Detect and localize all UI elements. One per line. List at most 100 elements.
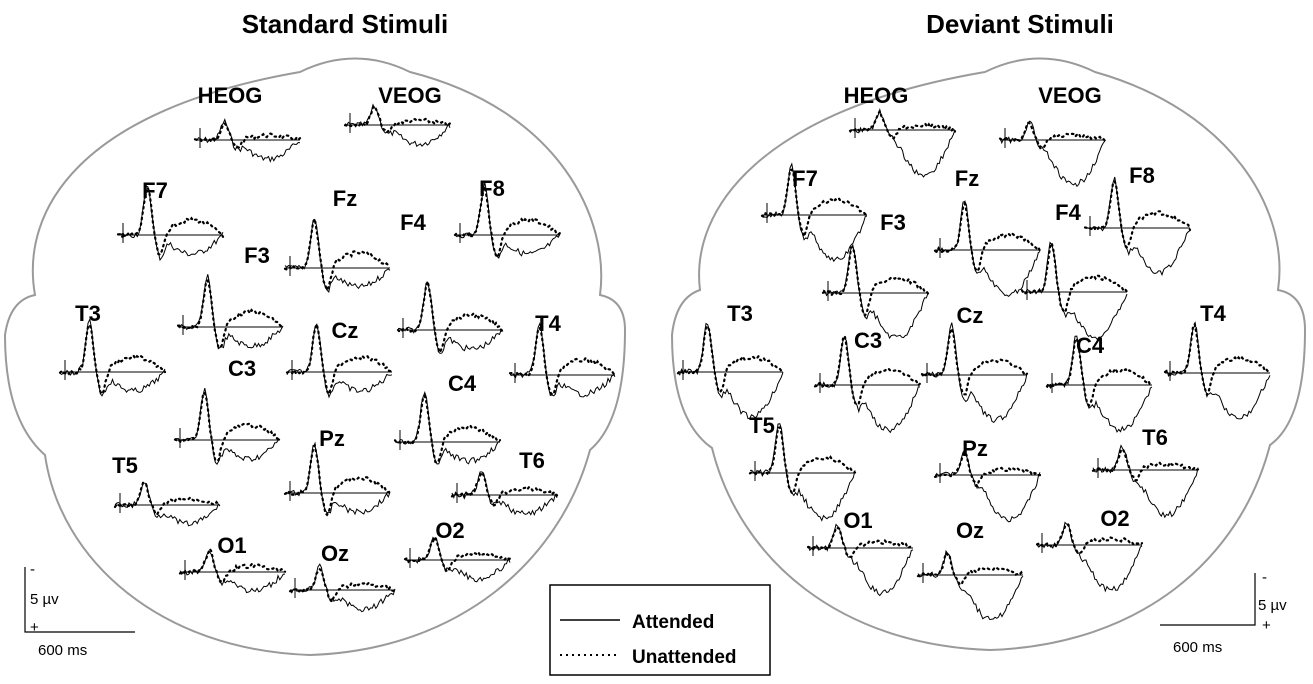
electrode-label: Cz [332, 318, 359, 343]
electrode-label: O2 [435, 518, 464, 543]
erp-unattended [998, 121, 1107, 150]
erp-unattended [806, 526, 915, 559]
erp-attended [1092, 444, 1199, 519]
erp-unattended [1163, 321, 1272, 398]
panel-title: Standard Stimuli [242, 9, 449, 39]
erp-unattended [288, 567, 397, 605]
erp-unattended [848, 108, 957, 140]
electrode-label: T6 [519, 448, 545, 473]
head-right [670, 57, 1307, 652]
scale-label: 5 µv [30, 591, 59, 608]
erp-attended [404, 536, 511, 583]
erp-unattended [920, 325, 1029, 396]
electrode-label: C4 [1076, 333, 1105, 358]
electrode-label: O1 [843, 508, 872, 533]
erp-unattended [508, 325, 617, 396]
scale-bar: - 5 µv + 600 ms [24, 561, 135, 659]
erp-unattended [933, 449, 1042, 490]
erp-attended [175, 387, 281, 466]
erp-attended [284, 444, 391, 516]
electrode-label: T4 [1200, 301, 1226, 326]
electrode-label: F4 [1055, 200, 1081, 225]
erp-attended [1046, 335, 1153, 433]
legend-box [549, 584, 771, 676]
erp-unattended [1091, 447, 1200, 482]
erp-attended [59, 317, 166, 397]
electrode-label: HEOG [198, 83, 263, 108]
erp-attended [1164, 324, 1271, 420]
legend-label: Attended [632, 612, 714, 633]
erp-unattended [1035, 523, 1144, 555]
erp-attended [849, 107, 956, 178]
electrode-label: Pz [962, 436, 988, 461]
erp-attended [999, 120, 1106, 188]
erp-attended [177, 274, 284, 350]
erp-unattended [453, 182, 562, 260]
erp-attended [1084, 176, 1191, 277]
electrode-label: T6 [1142, 425, 1168, 450]
electrode-label: HEOG [844, 83, 909, 108]
erp-unattended [396, 277, 505, 356]
erp-unattended [450, 470, 559, 507]
electrode-label: VEOG [1038, 83, 1102, 108]
erp-unattended [1083, 179, 1192, 250]
electrode-label: F3 [880, 210, 906, 235]
electrode-label: VEOG [378, 83, 442, 108]
electrode-label: O2 [1100, 506, 1129, 531]
electrode-label: O1 [217, 533, 246, 558]
erp-unattended [173, 390, 282, 463]
erp-unattended [760, 168, 869, 240]
electrode-label: F8 [1129, 163, 1155, 188]
erp-unattended [193, 121, 302, 149]
erp-unattended [113, 481, 222, 517]
erp-unattended [1045, 337, 1154, 408]
electrode-label: C3 [228, 356, 256, 381]
erp-unattended [116, 184, 225, 257]
erp-unattended [285, 320, 394, 397]
electrode-label: Oz [321, 541, 349, 566]
electrode-label: T4 [535, 311, 561, 336]
erp-unattended [403, 534, 512, 574]
scale-label: 5 µv [1258, 597, 1287, 614]
legend-label: Unattended [632, 647, 737, 668]
legend: Attended Unattended [549, 584, 771, 676]
erp-attended [917, 549, 1024, 621]
erp-attended [509, 321, 616, 398]
erp-attended [1036, 521, 1143, 593]
electrode-label: F7 [792, 166, 818, 191]
erp-unattended [933, 199, 1042, 274]
electrode-label: T3 [727, 301, 753, 326]
erp-unattended [178, 546, 287, 584]
electrode-label: T5 [749, 413, 775, 438]
panel-title: Deviant Stimuli [926, 9, 1114, 39]
erp-attended [289, 563, 396, 613]
erp-attended [344, 103, 451, 148]
head-left [3, 57, 627, 657]
electrode-label: C4 [448, 371, 477, 396]
electrode-label: T3 [75, 301, 101, 326]
erp-unattended [283, 441, 392, 517]
scale-label: 600 ms [1173, 639, 1222, 656]
erp-attended [807, 523, 914, 597]
erp-unattended [821, 245, 930, 318]
erp-unattended [283, 215, 392, 293]
electrode-label: Oz [956, 518, 984, 543]
electrode-label: Fz [333, 186, 357, 211]
erp-unattended [176, 278, 285, 350]
scale-label: 600 ms [38, 642, 87, 659]
electrode-label: F3 [244, 243, 270, 268]
scale-label: - [30, 561, 35, 578]
scale-label: - [1262, 569, 1267, 586]
erp-unattended [343, 104, 452, 135]
erp-attended [814, 336, 921, 434]
electrode-label: Fz [955, 166, 979, 191]
erp-attended [179, 551, 286, 594]
erp-attended [677, 322, 784, 420]
electrode-label: Cz [957, 303, 984, 328]
erp-attended [1021, 241, 1128, 341]
electrode-label: F4 [400, 210, 426, 235]
erp-unattended [1020, 239, 1129, 314]
erp-attended [284, 219, 391, 294]
erp-attended [451, 471, 558, 516]
